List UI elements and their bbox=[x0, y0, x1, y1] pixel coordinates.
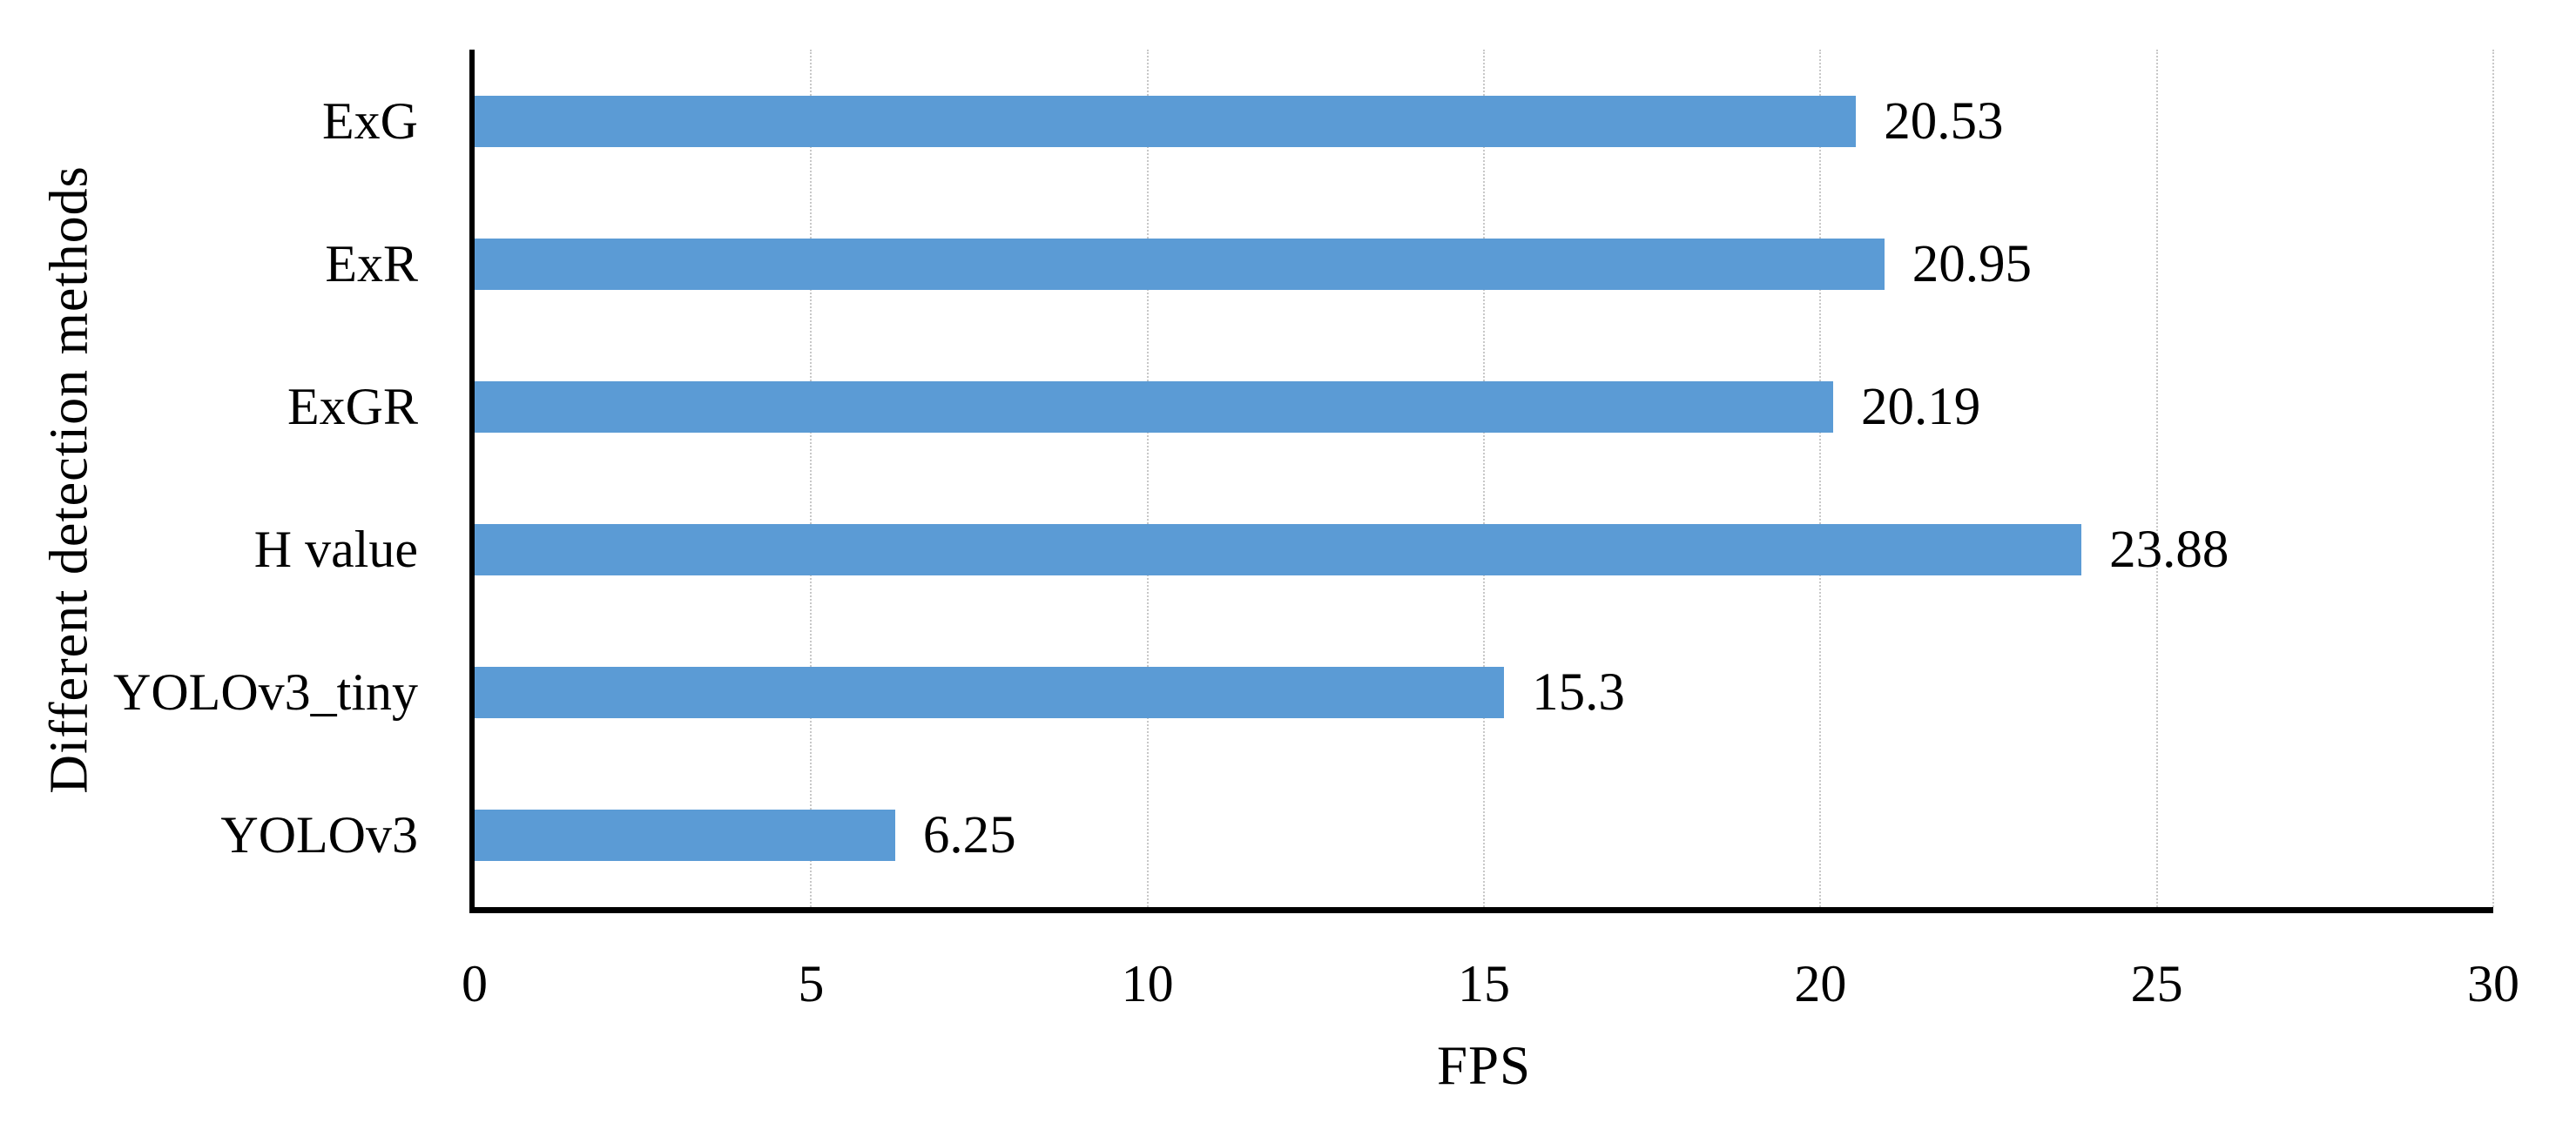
bar-row-0: 20.53 bbox=[475, 50, 2493, 192]
category-label: ExR bbox=[325, 234, 418, 293]
bar-value-label: 15.3 bbox=[1532, 663, 1625, 723]
bar-value-label: 20.95 bbox=[1912, 234, 2032, 293]
bar-row-4: 15.3 bbox=[475, 622, 2493, 764]
x-tick-label: 30 bbox=[2467, 955, 2519, 1012]
x-tick-label: 20 bbox=[1794, 955, 1847, 1012]
x-axis-title: FPS bbox=[1436, 1035, 1532, 1096]
bar bbox=[475, 524, 2082, 576]
x-tick-label: 5 bbox=[798, 955, 825, 1012]
x-tick-label: 25 bbox=[2130, 955, 2183, 1012]
bar bbox=[475, 95, 1857, 147]
bar bbox=[475, 810, 895, 862]
category-label: YOLOv3 bbox=[220, 806, 418, 864]
bar-value-label: 20.53 bbox=[1884, 91, 2004, 151]
category-label: ExG bbox=[322, 91, 418, 150]
bar bbox=[475, 380, 1833, 433]
category-label: YOLOv3_tiny bbox=[113, 663, 418, 722]
category-label: ExGR bbox=[287, 377, 418, 435]
bar-value-label: 23.88 bbox=[2109, 521, 2229, 580]
gridline-x-20 bbox=[1819, 50, 1822, 907]
gridline-x-25 bbox=[2155, 50, 2158, 907]
gridline-x-5 bbox=[810, 50, 813, 907]
bar-value-label: 20.19 bbox=[1861, 377, 1981, 436]
bar-row-2: 20.19 bbox=[475, 335, 2493, 478]
bar-row-1: 20.95 bbox=[475, 192, 2493, 335]
category-label: H value bbox=[253, 521, 418, 579]
x-tick-label: 15 bbox=[1458, 955, 1510, 1012]
x-tick-label: 0 bbox=[462, 955, 488, 1012]
bar-value-label: 6.25 bbox=[922, 806, 1016, 865]
plot-area: 20.53 20.95 20.19 23.88 15.3 6.25 bbox=[469, 50, 2494, 913]
x-tick-label: 10 bbox=[1121, 955, 1174, 1012]
bar-row-3: 23.88 bbox=[475, 479, 2493, 622]
gridline-x-10 bbox=[1146, 50, 1149, 907]
gridline-x-30 bbox=[2492, 50, 2494, 907]
bar bbox=[475, 667, 1505, 719]
bar bbox=[475, 238, 1885, 290]
gridline-x-15 bbox=[1483, 50, 1485, 907]
bar-row-5: 6.25 bbox=[475, 764, 2493, 907]
